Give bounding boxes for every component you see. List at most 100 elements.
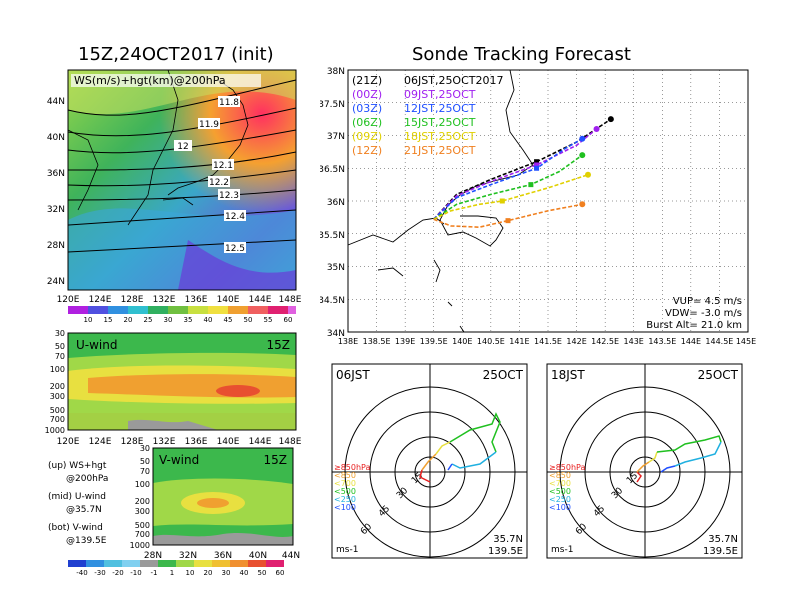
- vwind-label: V-wind: [159, 453, 199, 467]
- burst-marker: [505, 218, 511, 224]
- landing-point: [607, 116, 614, 123]
- colorbar-tick: 60: [284, 316, 293, 324]
- lon-tick: 145E: [736, 337, 756, 346]
- colorbar-tick: -10: [130, 569, 141, 577]
- map-colorbar: 10 15 20 25 30 35 40 45 50 55 60: [68, 306, 296, 324]
- p-tick: 50: [140, 457, 150, 466]
- legend-line: (bot) V-wind: [48, 523, 103, 533]
- series-line: [433, 128, 598, 220]
- lon-tick: 142.5E: [591, 337, 619, 346]
- colorbar-tick: 45: [224, 316, 233, 324]
- landing-point: [585, 171, 591, 178]
- p-tick: 300: [50, 392, 65, 401]
- series-line: [433, 154, 583, 220]
- landing-point: [579, 201, 586, 208]
- colorbar-tick: 55: [264, 316, 273, 324]
- lon-tick: 148E: [279, 295, 302, 305]
- p-tick: 50: [55, 342, 65, 351]
- uwind-label: U-wind: [76, 338, 117, 352]
- lat-tick: 28N: [144, 551, 162, 561]
- lat-tick: 32N: [179, 551, 197, 561]
- p-tick: 300: [135, 507, 150, 516]
- lon-tick: 138.5E: [363, 337, 391, 346]
- legend-jst: 21JST,25OCT: [404, 144, 476, 157]
- lon-tick: 140.5E: [477, 337, 505, 346]
- level-label: <700: [549, 479, 571, 488]
- lon-tick: 144E: [249, 295, 272, 305]
- landing-point: [579, 152, 586, 159]
- level-label: ≥850hPa: [549, 463, 586, 472]
- legend-utc: (06Z): [352, 116, 382, 129]
- burst-marker: [499, 198, 505, 204]
- lon-tick: 132E: [153, 295, 176, 305]
- panel-legend: (up) WS+hgt @200hPa (mid) U-wind @35.7N …: [48, 460, 108, 548]
- colorbar-tick: 50: [258, 569, 267, 577]
- hodo-time: 06JST: [336, 368, 370, 382]
- colorbar-tick: -1: [151, 569, 158, 577]
- legend-line: @139.5E: [66, 536, 107, 546]
- p-tick: 500: [135, 521, 150, 530]
- map-label: WS(m/s)+hgt(km)@200hPa: [74, 74, 226, 87]
- lon-tick: 136E: [185, 295, 208, 305]
- lon-tick: 142E: [566, 337, 586, 346]
- hodograph-2: 15 30 45 60 18JST 25OCT ≥850hPa <850 <70…: [546, 363, 743, 559]
- level-label: <100: [334, 503, 356, 512]
- hodograph-1: 15 30 45 60 06JST 25OCT ≥850hPa <850 <70…: [331, 363, 528, 559]
- lat-tick: 34N: [327, 329, 345, 339]
- colorbar-tick: 20: [204, 569, 213, 577]
- contour-label: 11.8: [219, 98, 239, 108]
- colorbar-tick: 40: [240, 569, 249, 577]
- hodo-time: 18JST: [551, 368, 585, 382]
- lon-tick: 140E: [217, 295, 240, 305]
- lon-tick: 140E: [217, 437, 240, 447]
- p-tick: 1000: [45, 426, 65, 435]
- lat-tick: 38N: [327, 67, 345, 77]
- level-label: <100: [549, 503, 571, 512]
- lon-tick: 139E: [395, 337, 415, 346]
- legend-jst: 06JST,25OCT2017: [404, 74, 504, 87]
- lat-tick: 35.5N: [320, 231, 345, 241]
- p-tick: 30: [140, 444, 150, 453]
- bottom-colorbar: -40 -30 -20 -10 -1 1 10 20 30 40 50 60: [68, 560, 284, 577]
- legend-jst: 15JST,25OCT: [404, 116, 476, 129]
- vwind-time: 15Z: [264, 453, 288, 467]
- uwind-time: 15Z: [267, 338, 291, 352]
- burst-marker: [534, 159, 540, 165]
- lon-tick: 132E: [153, 437, 176, 447]
- chart-title: Sonde Tracking Forecast: [412, 44, 631, 65]
- series-line: [433, 174, 589, 221]
- p-tick: 1000: [130, 541, 150, 550]
- level-label: ≥850hPa: [334, 463, 371, 472]
- svg-text:(21Z)06JST,25OCT2017: (21Z) 06JST,25OCT2017: [352, 74, 504, 87]
- hodo-date: 25OCT: [698, 368, 739, 382]
- lon-tick: 128E: [121, 295, 144, 305]
- legend-line: @200hPa: [66, 474, 109, 484]
- contour-label: 12.4: [225, 212, 245, 222]
- contour-label: 12.1: [213, 161, 233, 171]
- legend-jst: 09JST,25OCT: [404, 88, 476, 101]
- legend-utc: (03Z): [352, 102, 382, 115]
- lat-tick: 35N: [327, 263, 345, 273]
- colorbar-tick: 25: [144, 316, 153, 324]
- legend-line: (mid) U-wind: [48, 492, 106, 502]
- p-tick: 70: [140, 467, 150, 476]
- lat-tick: 36.5N: [320, 165, 345, 175]
- lat-tick: 34.5N: [320, 296, 345, 306]
- legend-utc: (21Z): [352, 74, 382, 87]
- lat-tick: 24N: [47, 277, 65, 287]
- p-tick: 70: [55, 352, 65, 361]
- burst-marker: [528, 182, 534, 188]
- colorbar-tick: 15: [104, 316, 113, 324]
- colorbar-tick: -30: [94, 569, 105, 577]
- hodo-unit: ms-1: [551, 545, 573, 555]
- p-tick: 500: [50, 406, 65, 415]
- lat-tick: 44N: [47, 97, 65, 107]
- p-tick: 700: [135, 530, 150, 539]
- level-label: <700: [334, 479, 356, 488]
- legend-jst: 12JST,25OCT: [404, 102, 476, 115]
- lon-tick: 143.5E: [648, 337, 676, 346]
- tracking-chart: 38N 37.5N 37N 36.5N 36N 35.5N 35N 34.5N …: [320, 67, 756, 346]
- flight-params: VUP= 4.5 m/s VDW= -3.0 m/s Burst Alt= 21…: [646, 296, 742, 331]
- vwind-panel: V-wind 15Z 30 50 70 100 200 300 500 700 …: [130, 444, 300, 561]
- lon-tick: 144E: [681, 337, 701, 346]
